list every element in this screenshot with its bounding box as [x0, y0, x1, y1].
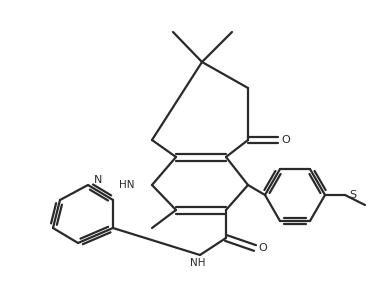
Text: O: O: [282, 135, 290, 145]
Text: S: S: [349, 190, 356, 200]
Text: N: N: [94, 175, 102, 185]
Text: HN: HN: [118, 180, 134, 190]
Text: NH: NH: [190, 258, 206, 268]
Text: O: O: [259, 243, 267, 253]
